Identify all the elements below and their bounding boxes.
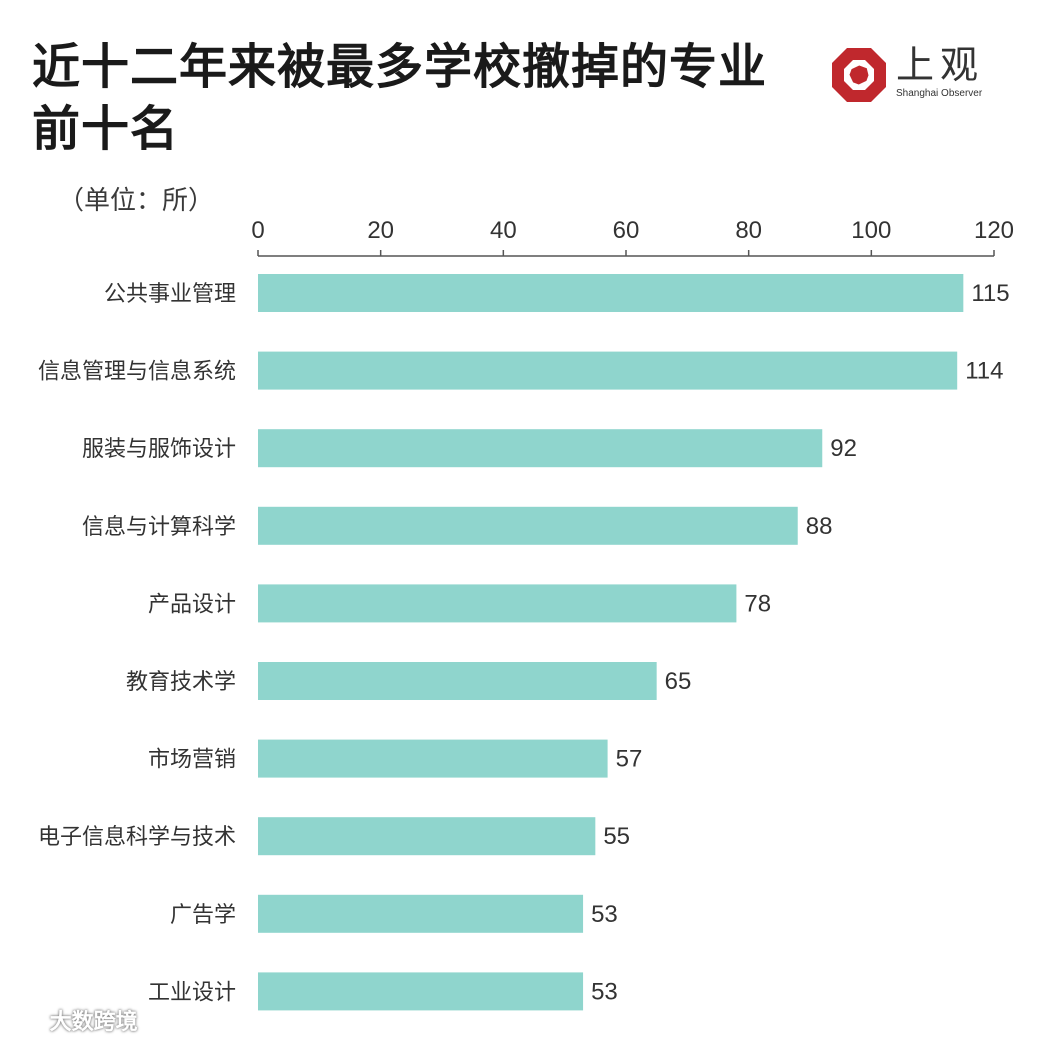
octagon-logo-icon: [832, 48, 886, 102]
category-label: 服装与服饰设计: [82, 437, 236, 462]
x-tick-label: 120: [974, 217, 1014, 244]
chat-bubble-icon: [8, 1014, 39, 1034]
bar: [258, 274, 964, 312]
bar: [258, 662, 657, 700]
chart-title-line-1: 近十二年来被最多学校撤掉的专业: [32, 39, 768, 95]
category-label: 电子信息科学与技术: [38, 825, 236, 850]
bar: [258, 817, 596, 856]
publisher-logo: 上观 Shanghai Observer: [830, 42, 1000, 106]
x-tick-label: 60: [613, 217, 640, 244]
logo-name-en: Shanghai Observer: [896, 88, 983, 99]
unit-label: （单位：所）: [58, 186, 215, 216]
data-label: 65: [665, 668, 692, 695]
data-label: 88: [806, 513, 833, 540]
x-tick-label: 20: [367, 217, 394, 244]
category-label: 市场营销: [148, 748, 236, 773]
chart-title-line-2: 前十名: [32, 101, 180, 157]
data-label: 78: [744, 590, 771, 617]
data-label: 53: [591, 901, 618, 928]
category-label: 教育技术学: [126, 670, 236, 695]
category-label: 信息与计算科学: [82, 515, 236, 540]
category-label: 产品设计: [148, 592, 236, 617]
chart-title: 近十二年来被最多学校撤掉的专业 前十名: [32, 36, 812, 160]
x-tick-label: 80: [735, 217, 762, 244]
category-label: 工业设计: [148, 980, 236, 1005]
bar: [258, 894, 584, 933]
data-label: 115: [971, 280, 1009, 307]
category-label: 广告学: [170, 903, 236, 928]
x-tick-label: 40: [490, 217, 517, 244]
bar: [258, 739, 608, 778]
x-tick-label: 100: [851, 217, 891, 244]
bar: [258, 429, 823, 468]
category-label: 公共事业管理: [104, 282, 236, 307]
bar: [258, 584, 737, 623]
bar: [258, 506, 798, 545]
data-label: 92: [830, 435, 857, 462]
data-label: 53: [591, 978, 618, 1005]
data-label: 55: [603, 823, 630, 850]
bar: [258, 351, 958, 390]
watermark: 大数跨境: [8, 1004, 138, 1035]
x-tick-label: 0: [251, 217, 264, 244]
watermark-text: 大数跨境: [49, 1010, 138, 1035]
logo-name-cn: 上观: [896, 43, 985, 87]
data-label: 114: [965, 358, 1003, 385]
category-label: 信息管理与信息系统: [38, 360, 236, 385]
bar: [258, 972, 584, 1011]
data-label: 57: [616, 746, 643, 773]
